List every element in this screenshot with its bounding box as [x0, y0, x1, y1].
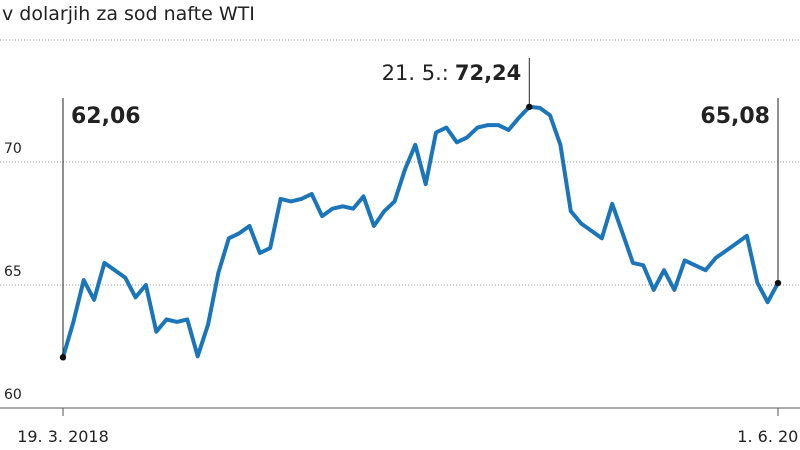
price-line	[61, 104, 780, 359]
chart-title: v dolarjih za sod nafte WTI	[2, 3, 255, 25]
x-tick-label: 1. 6. 2018	[737, 427, 800, 446]
annotation-date: 21. 5.:	[382, 61, 449, 85]
annotation-dot	[59, 354, 67, 361]
x-tick-label: 19. 3. 2018	[17, 427, 109, 446]
annotation-dot	[526, 103, 533, 111]
annotation-value: 62,06	[71, 104, 141, 129]
annotation-dot	[774, 279, 782, 287]
annotation-value: 72,24	[455, 61, 521, 85]
annotation-label: 21. 5.: 72,24	[382, 61, 522, 85]
y-tick-label: 65	[4, 264, 22, 280]
y-tick-label: 70	[4, 141, 22, 157]
y-tick-label: 60	[4, 387, 22, 403]
annotation-value: 65,08	[700, 104, 770, 129]
